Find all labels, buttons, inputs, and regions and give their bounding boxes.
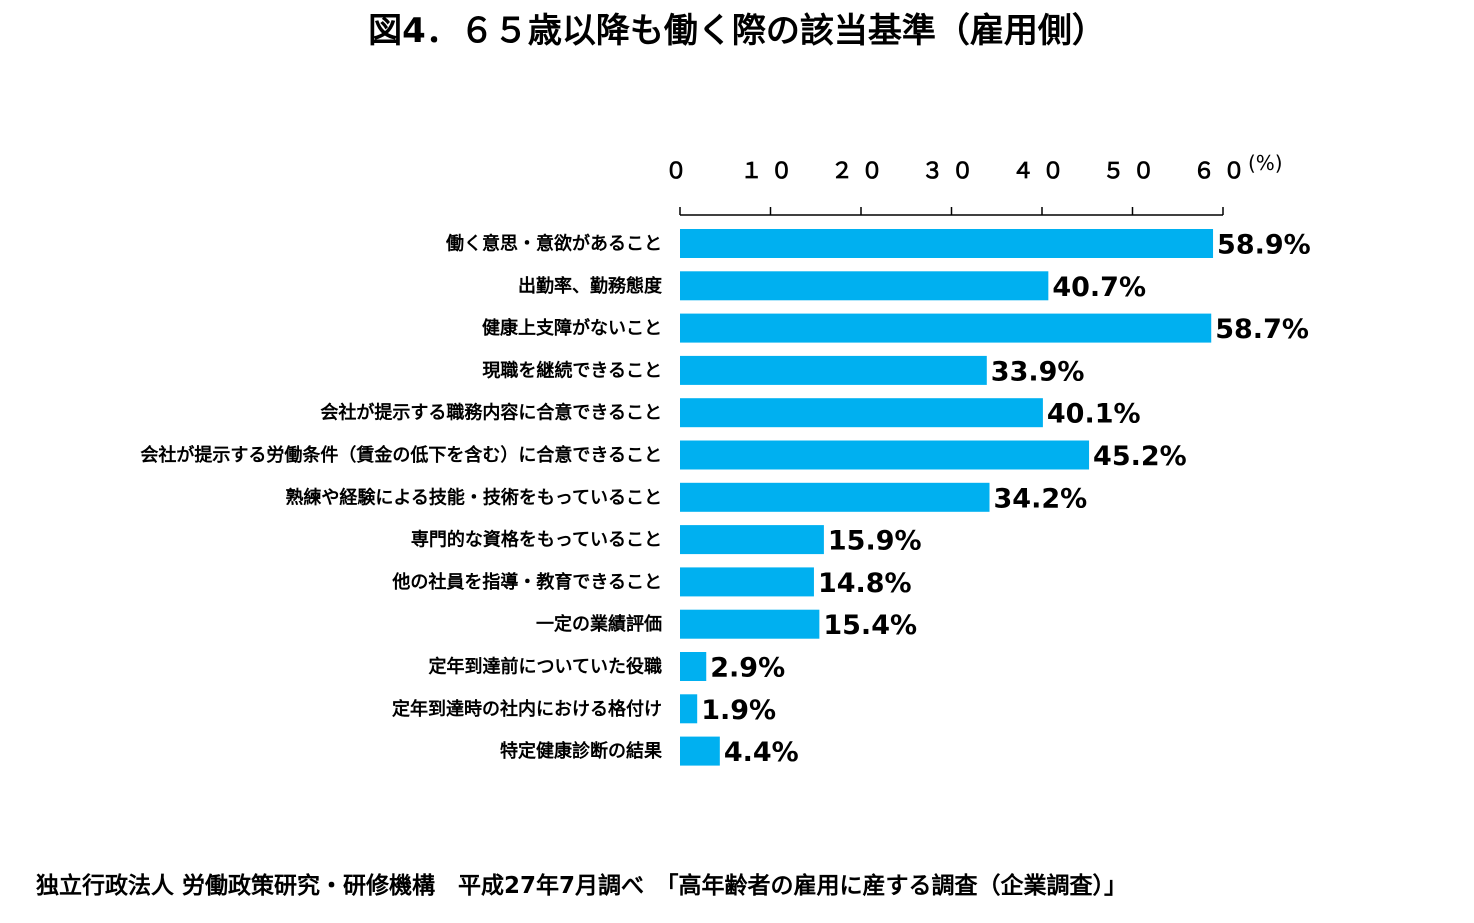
bar (680, 482, 990, 512)
category-label: 一定の業績評価 (536, 613, 662, 635)
category-label: 定年到達時の社内における格付け (392, 698, 662, 720)
data-label: 58.7% (1215, 314, 1309, 345)
axis-unit-label: (%) (1248, 151, 1283, 175)
category-label: 健康上支障がないこと (482, 317, 662, 339)
data-label: 40.1% (1047, 399, 1141, 430)
bar (680, 355, 987, 385)
category-label: 定年到達前についていた役職 (429, 656, 662, 678)
data-label: 33.9% (991, 356, 1085, 387)
category-label: 会社が提示する職務内容に合意できること (320, 402, 662, 424)
category-label: 他の社員を指導・教育できること (391, 571, 662, 593)
category-label: 会社が提示する労働条件（賃金の低下を含む）に合意できること (140, 444, 662, 466)
data-label: 34.2% (994, 483, 1088, 514)
category-labels: 働く意思・意欲があること出勤率、勤務態度健康上支障がないこと現職を継続できること… (140, 233, 663, 763)
category-label: 専門的な資格をもっていること (411, 529, 662, 551)
bar (680, 652, 707, 681)
x-axis: ０ １０ ２０ ３０ ４０ ５０ ６０ (665, 159, 1253, 216)
x-tick-label: ５０ (1102, 159, 1162, 184)
x-tick-label: ０ (665, 159, 695, 184)
bar (680, 609, 820, 639)
data-label: 2.9% (710, 653, 785, 684)
x-tick-label: ６０ (1193, 159, 1253, 184)
data-label: 15.4% (823, 610, 917, 641)
bar (680, 525, 824, 555)
x-tick-label: ４０ (1012, 159, 1072, 184)
bar (680, 736, 720, 766)
category-label: 特定健康診断の結果 (500, 740, 663, 762)
source-note: 独立行政法人 労働政策研究・研修機構 平成27年7月調べ 「高年齢者の雇用に産す… (36, 872, 1127, 899)
bar (680, 567, 814, 597)
category-label: 熟練や経験による技能・技術をもっていること (285, 486, 662, 508)
category-label: 現職を継続できること (482, 359, 662, 381)
bar (680, 398, 1043, 428)
data-label: 45.2% (1093, 441, 1187, 472)
data-label: 15.9% (828, 526, 922, 557)
data-label: 58.9% (1217, 230, 1311, 261)
category-label: 出勤率、勤務態度 (518, 275, 663, 297)
category-label: 働く意思・意欲があること (445, 233, 662, 255)
bars (680, 229, 1214, 766)
bar (680, 229, 1214, 258)
x-tick-label: １０ (740, 159, 800, 184)
x-tick-label: ３０ (921, 159, 981, 184)
bar (680, 694, 698, 724)
value-labels: 58.9% 40.7% 58.7% 33.9% 40.1% 45.2%34.2% 15.9%… (701, 230, 1311, 769)
x-tick-label: ２０ (831, 159, 891, 184)
data-label: 1.9% (701, 695, 776, 726)
data-label: 14.8% (818, 568, 912, 599)
data-label: 40.7% (1052, 272, 1146, 303)
bar (680, 440, 1090, 470)
bar (680, 271, 1049, 301)
bar (680, 313, 1212, 343)
data-label: 4.4% (724, 737, 799, 768)
chart-title: 図4．６５歳以降も働く際の該当基準（雇用側） (368, 11, 1106, 51)
